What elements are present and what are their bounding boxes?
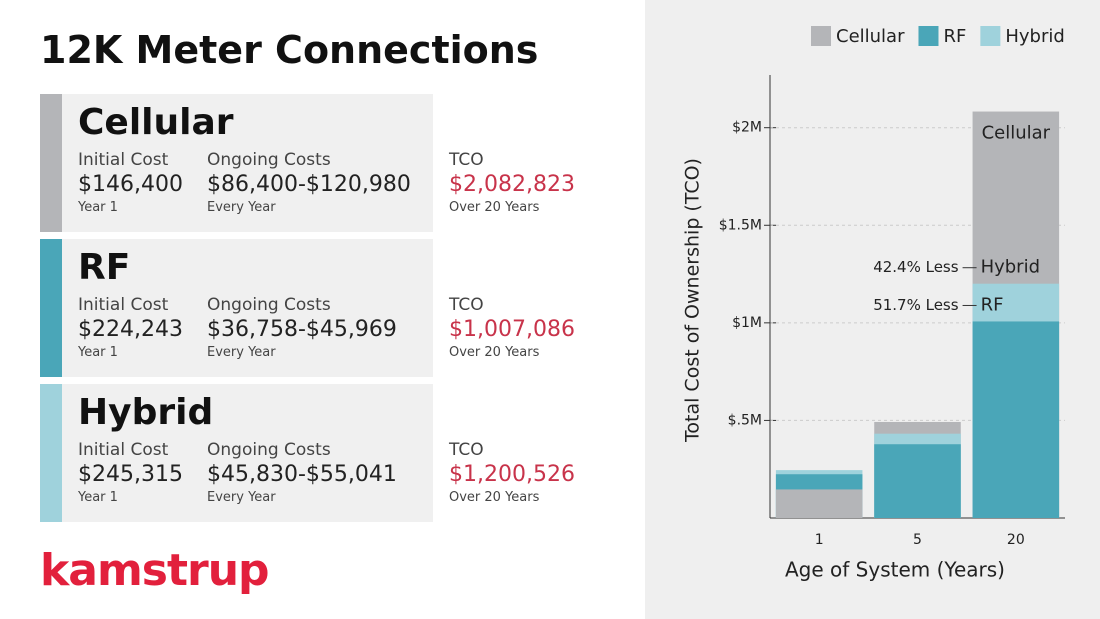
card-name: Hybrid (78, 392, 214, 433)
tco-value: $2,082,823 (449, 172, 575, 197)
tco-note: Over 20 Years (449, 200, 540, 215)
logo: kamstrup (40, 545, 270, 596)
card-name: RF (78, 247, 131, 288)
y-axis-label: Total Cost of Ownership (TCO) (682, 158, 704, 443)
tco-value: $1,007,086 (449, 317, 575, 342)
annotation-text: 42.4% Less (873, 258, 959, 276)
tco-label: TCO (449, 295, 484, 315)
cost-value: $86,400-$120,980 (207, 172, 411, 197)
legend-label: RF (943, 26, 966, 47)
legend-label: Cellular (836, 26, 905, 47)
cost-note: Year 1 (78, 345, 118, 360)
card-name: Cellular (78, 102, 234, 143)
card-stripe (40, 384, 62, 522)
legend-swatch (980, 26, 1001, 46)
cost-value: $245,315 (78, 462, 183, 487)
tco-note: Over 20 Years (449, 345, 540, 360)
x-tick-label: 5 (913, 532, 922, 548)
y-tick-label: $1M (732, 315, 762, 331)
annotation-label: Cellular (982, 123, 1051, 144)
cost-value: $146,400 (78, 172, 183, 197)
cost-label: Ongoing Costs (207, 295, 331, 315)
x-tick-label: 20 (1007, 532, 1025, 548)
title: 12K Meter Connections (40, 28, 539, 72)
cost-label: Ongoing Costs (207, 150, 331, 170)
cost-note: Every Year (207, 200, 276, 215)
cost-note: Every Year (207, 345, 276, 360)
card-stripe (40, 94, 62, 232)
y-tick-label: $.5M (728, 412, 762, 428)
card: Cellular Initial Cost $146,400 Year 1 Ongoin… (40, 94, 575, 232)
bar (874, 444, 961, 518)
card-stripe (40, 239, 62, 377)
cost-label: Initial Cost (78, 440, 169, 460)
annotation-label: RF (981, 294, 1004, 315)
cost-note: Year 1 (78, 490, 118, 505)
annotation-label: Hybrid (981, 257, 1040, 278)
tco-value: $1,200,526 (449, 462, 575, 487)
tco-label: TCO (449, 150, 484, 170)
card: Hybrid Initial Cost $245,315 Year 1 Ongoing … (40, 384, 575, 522)
legend-swatch (918, 26, 939, 46)
annotation-text: 51.7% Less (873, 296, 959, 314)
cost-value: $36,758-$45,969 (207, 317, 397, 342)
cost-note: Every Year (207, 490, 276, 505)
y-tick-label: $2M (732, 120, 762, 136)
cost-label: Initial Cost (78, 150, 169, 170)
cost-value: $224,243 (78, 317, 183, 342)
x-tick-label: 1 (815, 532, 824, 548)
tco-note: Over 20 Years (449, 490, 540, 505)
card: RF Initial Cost $224,243 Year 1 Ongoing Cost… (40, 239, 575, 377)
bar (775, 489, 863, 518)
tco-label: TCO (449, 440, 484, 460)
cost-value: $45,830-$55,041 (207, 462, 397, 487)
legend-swatch (811, 26, 831, 46)
cost-note: Year 1 (78, 200, 118, 215)
bar (972, 321, 1060, 518)
cost-label: Initial Cost (78, 295, 169, 315)
legend-label: Hybrid (1005, 26, 1064, 47)
cost-label: Ongoing Costs (207, 440, 331, 460)
x-axis-label: Age of System (Years) (785, 558, 1005, 582)
y-tick-label: $1.5M (719, 217, 762, 233)
